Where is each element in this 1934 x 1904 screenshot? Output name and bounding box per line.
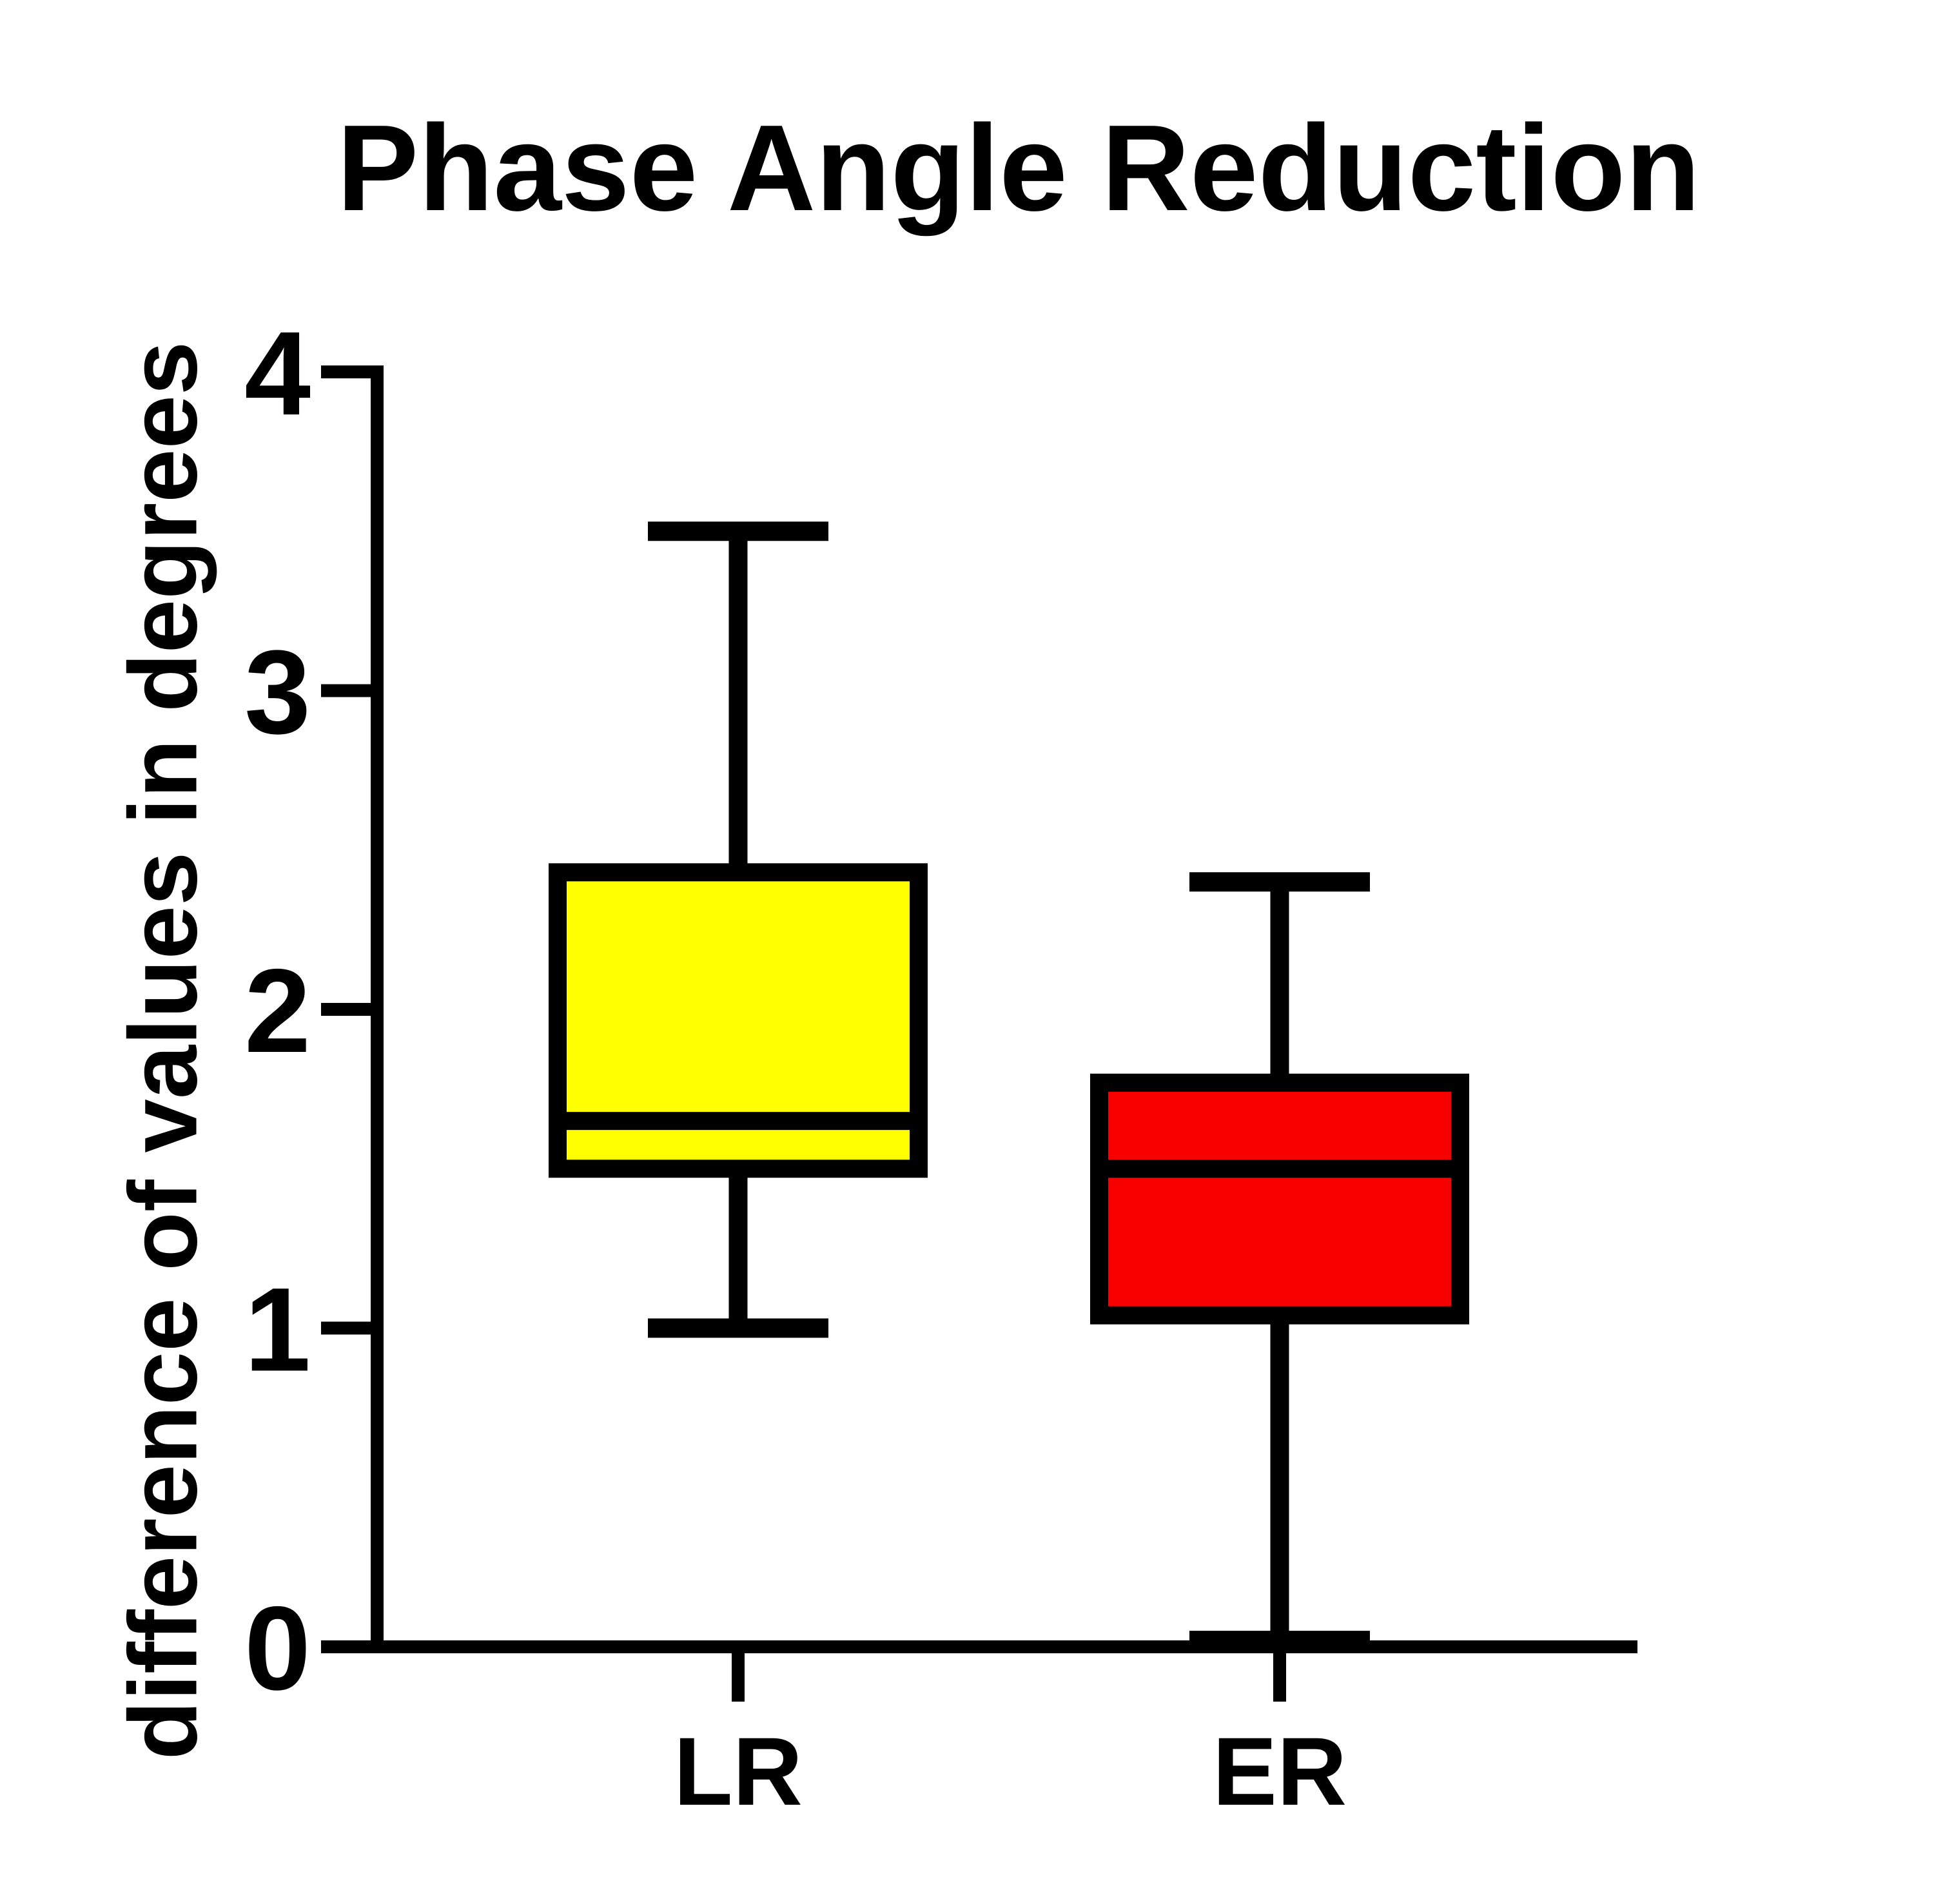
category-label-LR: LR	[674, 1717, 803, 1825]
box-rect-ER	[1090, 1073, 1469, 1325]
chart-title: Phase Angle Reduction	[337, 100, 1701, 237]
y-tick-label-1: 1	[244, 1264, 311, 1397]
y-tick-label-2: 2	[244, 945, 311, 1078]
y-tick-label-3: 3	[244, 627, 311, 759]
y-tick-label-0: 0	[244, 1582, 311, 1715]
category-label-ER: ER	[1213, 1717, 1347, 1825]
y-tick-label-4: 4	[244, 307, 311, 440]
